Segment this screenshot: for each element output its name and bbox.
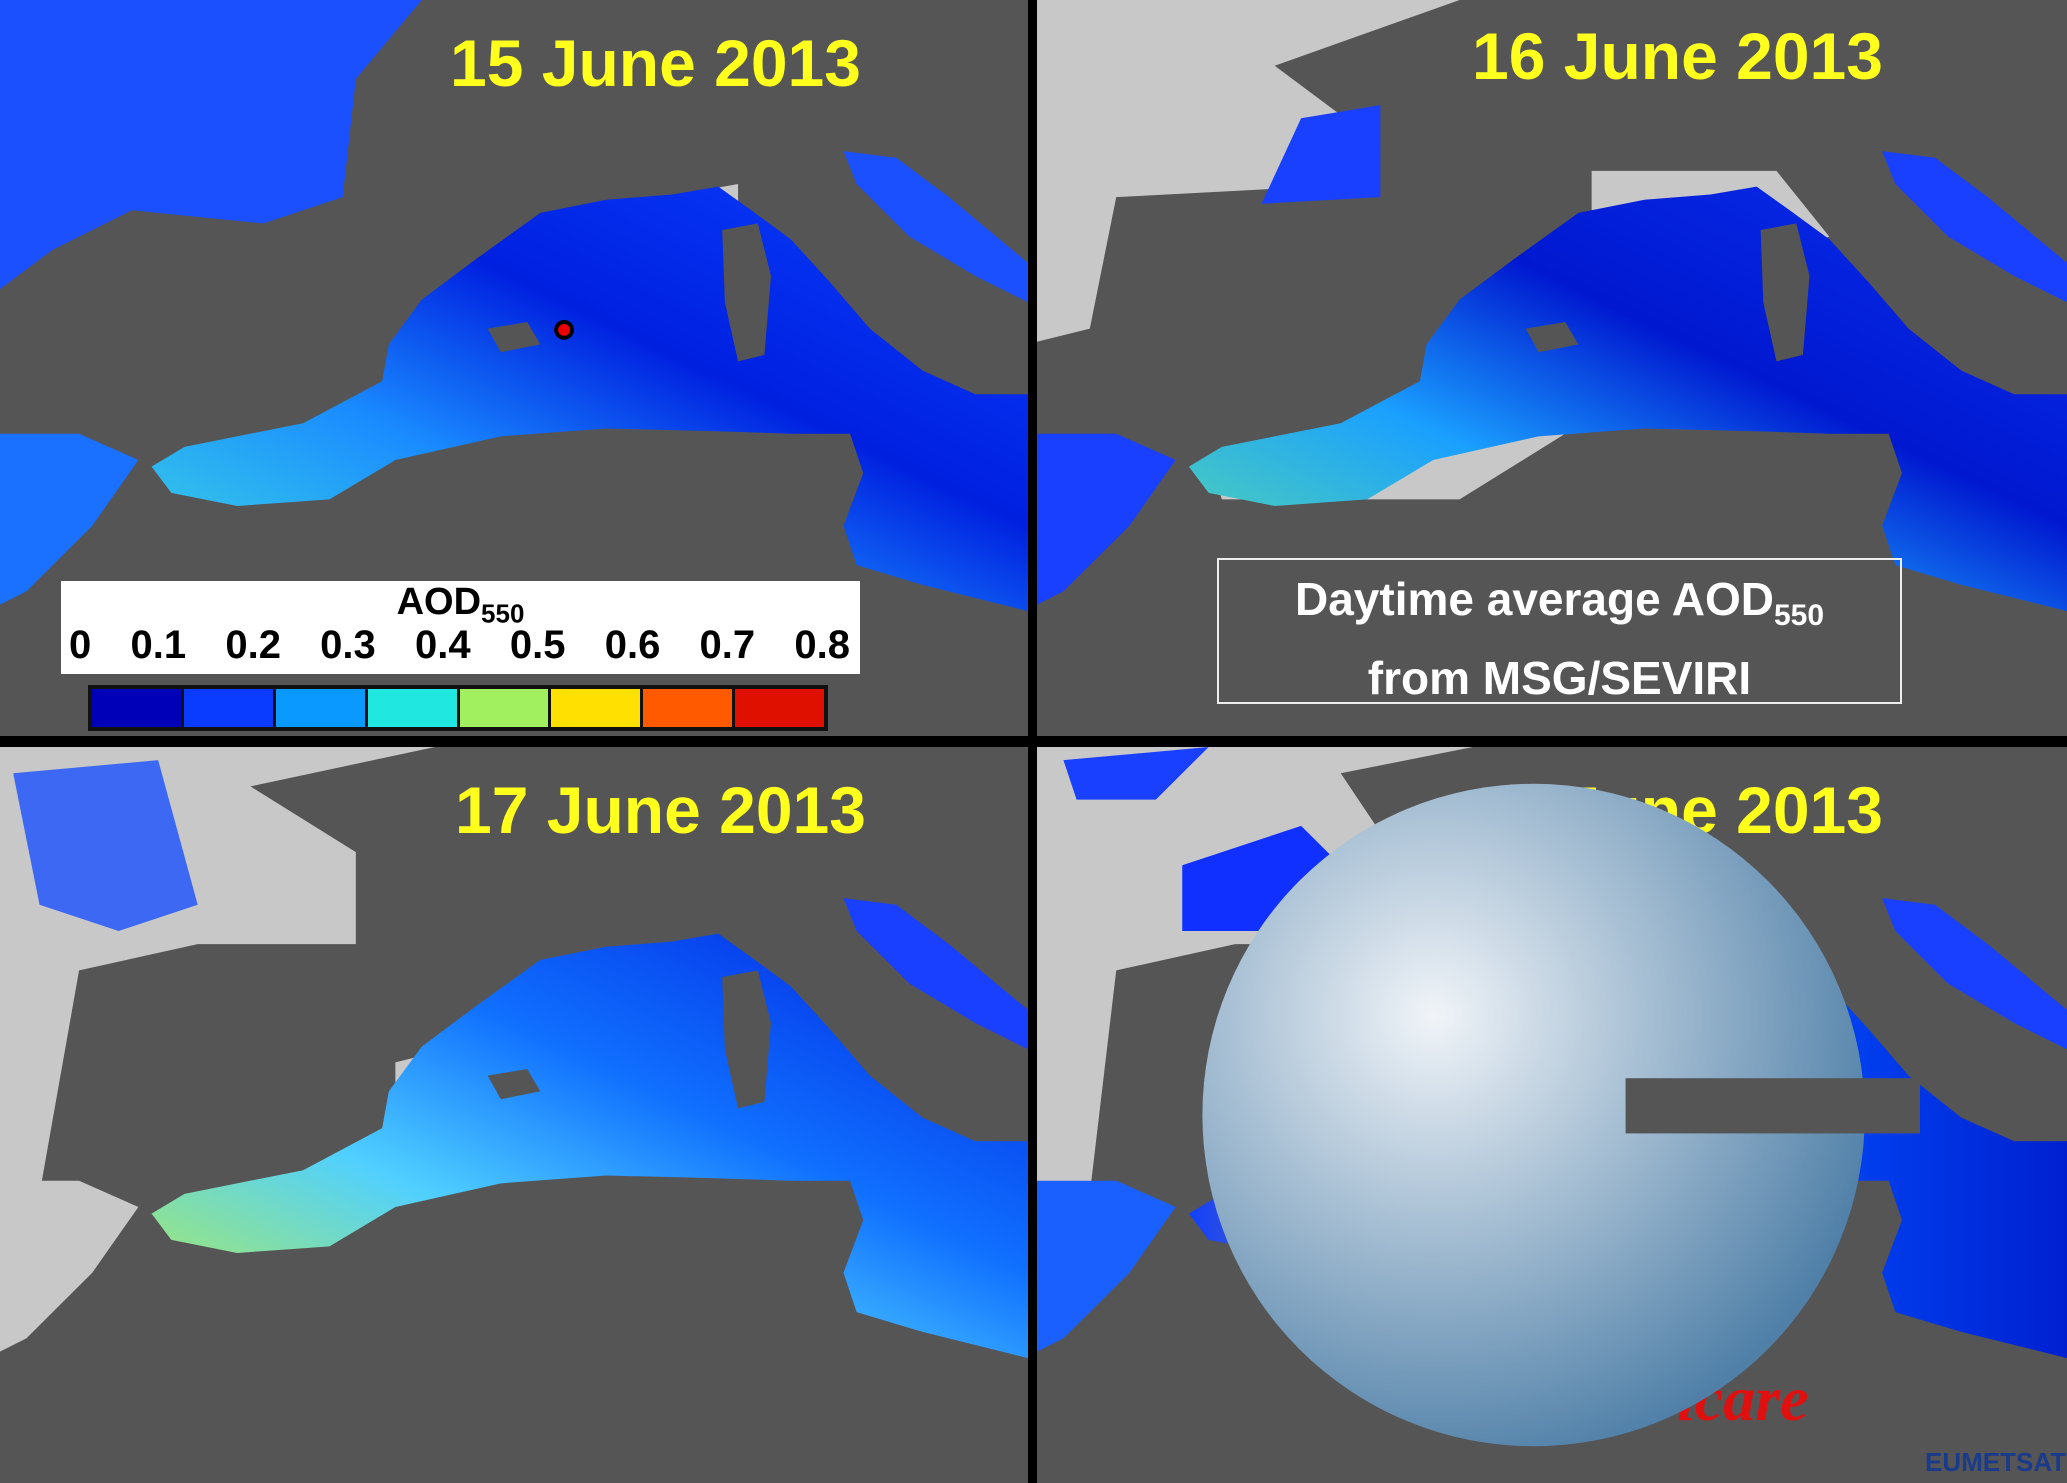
legend: AOD550 0 0.1 0.2 0.3 0.4 0.5 0.6 0.7 0.8	[61, 581, 860, 674]
colorbar-segment	[643, 689, 733, 727]
mediterranean-aod	[151, 933, 1028, 1359]
colorbar-segment	[551, 689, 641, 727]
station-marker	[554, 320, 574, 340]
eumetsat-globe-icon	[1202, 783, 1920, 1447]
adriatic-aod	[843, 898, 1028, 1050]
colorbar	[88, 685, 828, 731]
mediterranean-aod	[151, 186, 1028, 612]
cloud-aod-region	[13, 760, 198, 931]
atlantic-aod	[0, 433, 139, 605]
atlantic-aod	[1037, 433, 1176, 605]
description-line-1: Daytime average AOD550	[1294, 573, 1825, 633]
aod-map	[0, 747, 1028, 1359]
legend-label: AOD550	[396, 581, 525, 629]
description-line-2: from MSG/SEVIRI	[1367, 652, 1752, 705]
aod-map	[1037, 0, 2067, 612]
colorbar-segment	[183, 689, 273, 727]
cloud-aod-region	[0, 0, 422, 290]
mediterranean-aod	[1188, 186, 2067, 612]
cloud-aod-region	[1063, 747, 1209, 800]
colorbar-segment	[92, 689, 181, 727]
colorbar-segment	[367, 689, 457, 727]
description-box: Daytime average AOD550 from MSG/SEVIRI	[1217, 558, 1902, 704]
colorbar-segment	[275, 689, 365, 727]
panel-title: 15 June 2013	[450, 26, 861, 100]
map-panel-18-june: 18 June 2013 icare EUMETSAT	[1037, 747, 2067, 1483]
cloud-aod-region	[1182, 825, 1354, 931]
map-panel-17-june: 17 June 2013	[0, 747, 1028, 1483]
legend-ticks: 0 0.1 0.2 0.3 0.4 0.5 0.6 0.7 0.8	[69, 623, 850, 667]
map-panel-15-june: 15 June 2013 AOD550 0 0.1 0.2 0.3 0.4 0.5 0.6 0…	[0, 0, 1028, 736]
panel-title: 16 June 2013	[1472, 19, 1883, 93]
adriatic-aod	[843, 151, 1028, 303]
colorbar-segment	[735, 689, 824, 727]
cloud-aod-region	[1261, 105, 1381, 204]
panel-title: 17 June 2013	[455, 773, 866, 847]
colorbar-segment	[459, 689, 549, 727]
aod-map	[0, 0, 1028, 612]
eumetsat-logo: EUMETSAT	[1925, 1447, 2067, 1477]
atlantic-nodata	[0, 1180, 139, 1352]
adriatic-aod	[1882, 151, 2067, 303]
nodata-land	[1037, 0, 1460, 342]
map-panel-16-june: 16 June 2013 Daytime average AOD550 from…	[1037, 0, 2067, 736]
